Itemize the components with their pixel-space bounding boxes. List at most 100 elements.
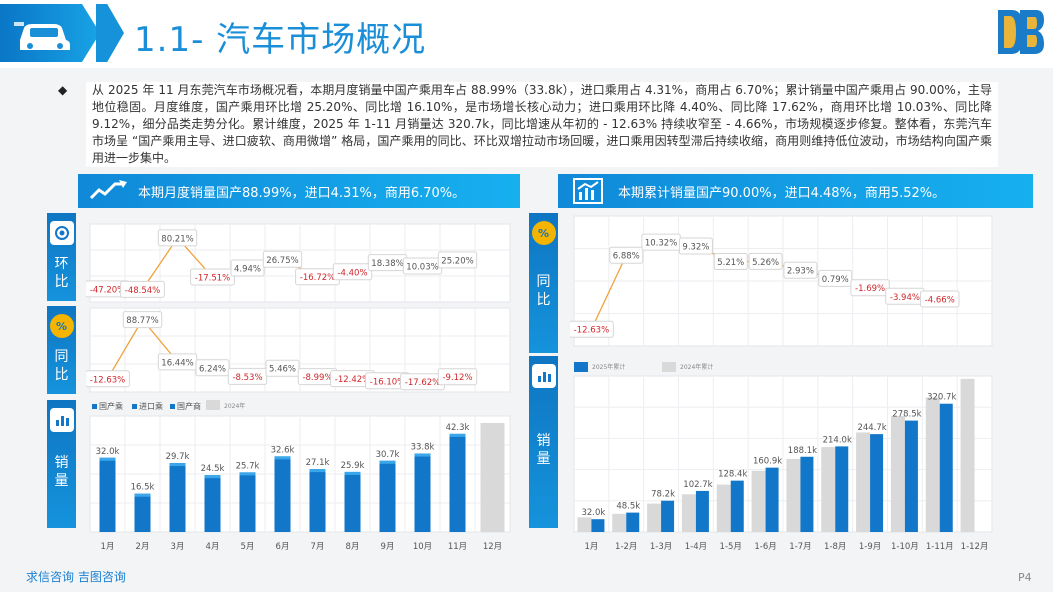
tab-xiaoliang-left: 销 量 (47, 400, 76, 528)
x-tick-label: 1-2月 (615, 542, 637, 552)
x-tick-label: 1月 (584, 542, 598, 552)
bar-value-label: 160.9k (753, 457, 782, 467)
bar-value-label: 102.7k (683, 480, 712, 490)
data-label-box (570, 320, 614, 338)
x-tick-label: 1-12月 (961, 542, 989, 552)
data-label: -47.20% (90, 285, 125, 295)
data-label-box (678, 237, 713, 255)
data-label-box (920, 290, 960, 308)
x-tick-label: 1-7月 (789, 542, 811, 552)
left-charts: -47.20% -48.54%80.21%-17.51%4.94%26.75%-1… (86, 223, 511, 552)
bar-value-label: 29.7k (166, 452, 190, 462)
x-tick-label: 2月 (136, 542, 150, 552)
data-label: -8.99% (302, 373, 332, 383)
brand-logo (998, 10, 1044, 54)
bar-value-label: 42.3k (446, 423, 470, 433)
data-label: -12.63% (90, 375, 125, 385)
data-label: 0.79% (822, 275, 849, 285)
bar-2025 (309, 469, 326, 532)
x-tick-label: 1-11月 (926, 542, 954, 552)
bar-2025 (730, 480, 744, 532)
bar-2024 (577, 517, 592, 532)
bar-2024 (612, 513, 627, 532)
bar-2025 (626, 512, 640, 532)
x-tick-label: 1-10月 (891, 542, 919, 552)
bar-2024 (856, 432, 871, 532)
data-label: 5.46% (269, 365, 296, 375)
data-label: 4.94% (234, 265, 261, 275)
data-label: -1.69% (855, 284, 885, 294)
x-tick-label: 8月 (346, 542, 360, 552)
bar-chart-icon (49, 408, 74, 432)
right-title-text: 本期累计销量国产90.00%，进口4.48%，商用5.52%。 (618, 185, 946, 201)
data-label-box (783, 261, 818, 279)
bar-2025-top (449, 433, 466, 437)
legend-swatch (662, 362, 676, 372)
bar-2024 (786, 458, 801, 532)
data-label: 10.32% (645, 239, 677, 249)
data-label-box (332, 263, 373, 281)
bar-2024 (751, 470, 766, 532)
data-label: 16.44% (161, 358, 193, 368)
summary-text: 从 2025 年 11 月东莞汽车市场概况看，本期月度销量中国产乘用车占 88.… (86, 82, 998, 167)
data-label-box (713, 253, 748, 271)
bar-2024 (647, 503, 662, 532)
data-label-box (850, 279, 890, 297)
footer-links[interactable]: 求信咨询 吉图咨询 (26, 570, 126, 584)
bar-2024 (960, 378, 975, 532)
x-tick-label: 1-8月 (824, 542, 846, 552)
data-label: 88.77% (126, 316, 158, 326)
data-label: 6.88% (613, 252, 640, 262)
data-label: -12.63% (574, 326, 609, 336)
data-label-box (609, 246, 644, 264)
percent-icon: % (49, 314, 74, 338)
legend-swatch (132, 404, 137, 409)
tab-huanbi-label: 环 比 (54, 256, 69, 290)
bar-2025 (800, 456, 814, 532)
data-label: -9.12% (442, 373, 472, 383)
bar-value-label: 214.0k (823, 435, 852, 445)
data-label-box (262, 250, 303, 268)
bar-2025-top (134, 493, 151, 497)
data-label-box (437, 368, 478, 386)
data-label: -16.10% (370, 377, 405, 387)
data-label-box (86, 370, 130, 388)
bar-value-label: 24.5k (201, 464, 225, 474)
tab-tongbi-right: % 同 比 (529, 213, 558, 353)
left-title-text: 本期月度销量国产88.99%，进口4.31%，商用6.70%。 (138, 185, 466, 201)
bar-value-label: 128.4k (718, 470, 747, 480)
bar-2024 (821, 447, 836, 532)
bar-2025 (169, 463, 186, 532)
bar-value-label: 27.1k (306, 458, 330, 468)
x-tick-label: 11月 (448, 542, 467, 552)
data-label: -3.94% (890, 293, 920, 303)
bar-value-label: 25.7k (236, 461, 260, 471)
data-label: 25.20% (441, 256, 473, 266)
bar-2025-top (379, 460, 396, 464)
x-tick-label: 7月 (311, 542, 325, 552)
bar-2025 (904, 420, 918, 532)
legend-label: 2024年累计 (680, 363, 713, 371)
percent-icon: % (531, 221, 556, 245)
bar-2024 (890, 416, 905, 532)
data-label-box (437, 251, 478, 269)
data-label-box (230, 259, 265, 277)
bar-2025 (765, 467, 779, 532)
data-label: -4.40% (337, 268, 367, 278)
legend-label: 进口乘 (139, 401, 163, 411)
bar-2025 (204, 475, 221, 532)
bar-value-label: 278.5k (892, 410, 921, 420)
data-label-box (120, 280, 165, 298)
bar-2025 (379, 460, 396, 532)
bar-2024 (480, 422, 505, 532)
bar-value-label: 32.0k (96, 447, 120, 457)
data-label: -4.66% (925, 295, 955, 305)
x-tick-label: 4月 (206, 542, 220, 552)
data-label-box (157, 229, 198, 247)
bar-2025 (591, 519, 605, 532)
tab-xiaoliang-right-label: 销 量 (536, 433, 551, 467)
bar-2025 (134, 493, 151, 532)
x-tick-label: 5月 (241, 542, 255, 552)
data-label-box (818, 269, 853, 287)
data-label: 10.03% (406, 262, 438, 272)
